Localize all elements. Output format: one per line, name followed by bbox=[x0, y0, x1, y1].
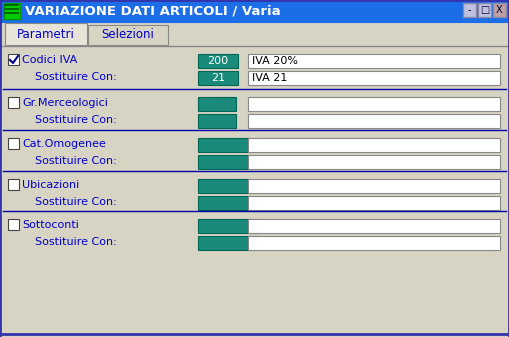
Bar bbox=[198, 179, 250, 193]
Bar bbox=[248, 54, 500, 68]
Text: Parametri: Parametri bbox=[17, 28, 75, 40]
Bar bbox=[198, 138, 250, 152]
Text: Ubicazioni: Ubicazioni bbox=[22, 180, 79, 190]
Text: Gr.Merceologici: Gr.Merceologici bbox=[22, 98, 108, 108]
Text: IVA 20%: IVA 20% bbox=[252, 56, 298, 66]
Bar bbox=[248, 219, 500, 233]
Bar bbox=[8, 219, 19, 230]
Text: Sostituire Con:: Sostituire Con: bbox=[35, 72, 117, 82]
Text: Selezioni: Selezioni bbox=[102, 29, 154, 41]
Bar bbox=[198, 71, 238, 85]
Bar bbox=[198, 54, 238, 68]
Bar bbox=[198, 219, 258, 233]
Text: -: - bbox=[468, 5, 471, 15]
Bar bbox=[198, 97, 236, 111]
Bar bbox=[248, 155, 500, 169]
Text: Sottoconti: Sottoconti bbox=[22, 220, 79, 230]
Bar bbox=[4, 3, 20, 19]
Text: Codici IVA: Codici IVA bbox=[22, 55, 77, 65]
Bar bbox=[5, 23, 87, 45]
Bar bbox=[88, 25, 168, 45]
Bar bbox=[198, 114, 236, 128]
Bar bbox=[8, 54, 19, 65]
Bar bbox=[248, 179, 500, 193]
Text: VARIAZIONE DATI ARTICOLI / Varia: VARIAZIONE DATI ARTICOLI / Varia bbox=[25, 4, 280, 18]
Bar bbox=[248, 196, 500, 210]
Text: Cat.Omogenee: Cat.Omogenee bbox=[22, 139, 106, 149]
Text: IVA 21: IVA 21 bbox=[252, 73, 288, 83]
Text: X: X bbox=[496, 5, 503, 15]
Text: Sostituire Con:: Sostituire Con: bbox=[35, 156, 117, 166]
Bar bbox=[198, 236, 258, 250]
Bar bbox=[248, 236, 500, 250]
Bar bbox=[478, 3, 491, 17]
Bar bbox=[463, 3, 476, 17]
Text: Sostituire Con:: Sostituire Con: bbox=[35, 197, 117, 207]
Bar bbox=[8, 138, 19, 149]
Text: 200: 200 bbox=[208, 56, 229, 66]
Bar bbox=[248, 138, 500, 152]
Bar bbox=[0, 0, 509, 22]
Bar bbox=[248, 97, 500, 111]
Bar bbox=[198, 196, 250, 210]
Text: 21: 21 bbox=[211, 73, 225, 83]
Bar bbox=[8, 97, 19, 108]
Bar bbox=[493, 3, 506, 17]
Text: □: □ bbox=[480, 5, 489, 15]
Bar bbox=[8, 179, 19, 190]
Bar bbox=[0, 47, 509, 337]
Text: Sostituire Con:: Sostituire Con: bbox=[35, 115, 117, 125]
Bar bbox=[198, 155, 250, 169]
Bar bbox=[248, 71, 500, 85]
Text: Sostituire Con:: Sostituire Con: bbox=[35, 237, 117, 247]
Bar bbox=[248, 114, 500, 128]
Bar bbox=[0, 22, 509, 46]
